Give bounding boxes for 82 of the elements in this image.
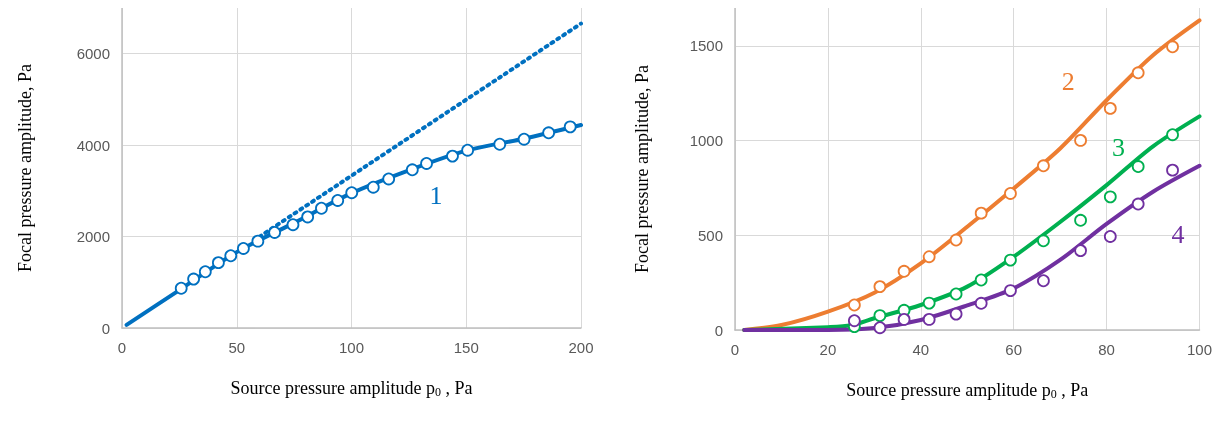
- point: [922, 296, 936, 310]
- point: [251, 234, 265, 248]
- point: [331, 194, 345, 207]
- x-tick-label: 100: [1186, 341, 1212, 358]
- x-tick-label: 80: [1098, 341, 1115, 358]
- point: [224, 249, 238, 263]
- x-tick-label: 100: [338, 339, 365, 356]
- point: [974, 296, 988, 310]
- point: [461, 143, 475, 157]
- point: [1037, 159, 1050, 173]
- point: [1131, 160, 1145, 173]
- point: [897, 313, 911, 326]
- point: [1166, 163, 1179, 177]
- point: [405, 163, 419, 177]
- point: [542, 126, 556, 140]
- point: [1103, 190, 1117, 204]
- x-tick-label: 150: [453, 339, 479, 356]
- point: [847, 298, 861, 312]
- x-tick-label: 0: [117, 339, 127, 356]
- point: [1103, 101, 1117, 115]
- point: [1131, 197, 1145, 211]
- x-tick-label: 60: [1005, 341, 1023, 358]
- point: [1166, 128, 1179, 142]
- point: [187, 272, 200, 286]
- y-tick-label: 1500: [689, 37, 723, 55]
- point: [1004, 187, 1017, 200]
- point: [382, 172, 396, 186]
- point: [873, 321, 887, 335]
- point: [268, 226, 282, 239]
- y-tick-label: 500: [697, 226, 723, 244]
- point: [1131, 66, 1145, 80]
- series-label: 1: [429, 180, 443, 210]
- point: [922, 250, 936, 264]
- point: [1004, 253, 1017, 267]
- y-tick-label: 0: [714, 321, 723, 339]
- point: [1004, 284, 1017, 297]
- point: [493, 137, 507, 151]
- y-tick-label: 0: [101, 319, 110, 337]
- point: [286, 218, 300, 232]
- y-tick-label: 1000: [689, 132, 723, 150]
- point: [873, 280, 887, 294]
- point: [974, 206, 988, 220]
- x-tick-label: 40: [912, 341, 930, 358]
- x-tick-label: 50: [228, 339, 246, 356]
- point: [1074, 244, 1087, 258]
- point: [366, 180, 380, 194]
- point: [922, 313, 936, 326]
- point: [446, 149, 459, 163]
- point: [897, 264, 911, 278]
- y-tick-label: 2000: [76, 228, 110, 246]
- y-tick-label: 6000: [76, 45, 110, 63]
- point: [301, 210, 315, 224]
- point: [198, 265, 212, 279]
- series-label: 2: [1061, 67, 1075, 97]
- x-tick-label: 0: [730, 341, 740, 358]
- point: [420, 157, 433, 170]
- point: [517, 132, 531, 146]
- series-label: 3: [1112, 132, 1126, 162]
- point: [1074, 134, 1087, 147]
- point: [345, 186, 359, 200]
- series-label: 4: [1171, 220, 1185, 250]
- point: [847, 314, 861, 328]
- y-axis-title: Focal pressure amplitude, Pa: [15, 64, 35, 272]
- point: [315, 201, 328, 215]
- x-tick-label: 20: [819, 341, 837, 358]
- point: [949, 307, 963, 321]
- point: [1074, 213, 1087, 227]
- x-tick-label: 200: [568, 339, 594, 356]
- point: [1166, 40, 1179, 54]
- y-tick-label: 4000: [76, 136, 110, 154]
- point: [237, 242, 250, 255]
- point: [949, 233, 963, 247]
- point: [1037, 234, 1050, 248]
- point: [949, 287, 963, 301]
- point: [174, 281, 188, 295]
- y-axis-title: Focal pressure amplitude, Pa: [632, 65, 652, 273]
- point: [563, 120, 577, 134]
- point: [1103, 230, 1117, 243]
- point: [212, 256, 225, 270]
- point: [873, 309, 887, 322]
- point: [1037, 274, 1050, 288]
- point: [974, 273, 988, 287]
